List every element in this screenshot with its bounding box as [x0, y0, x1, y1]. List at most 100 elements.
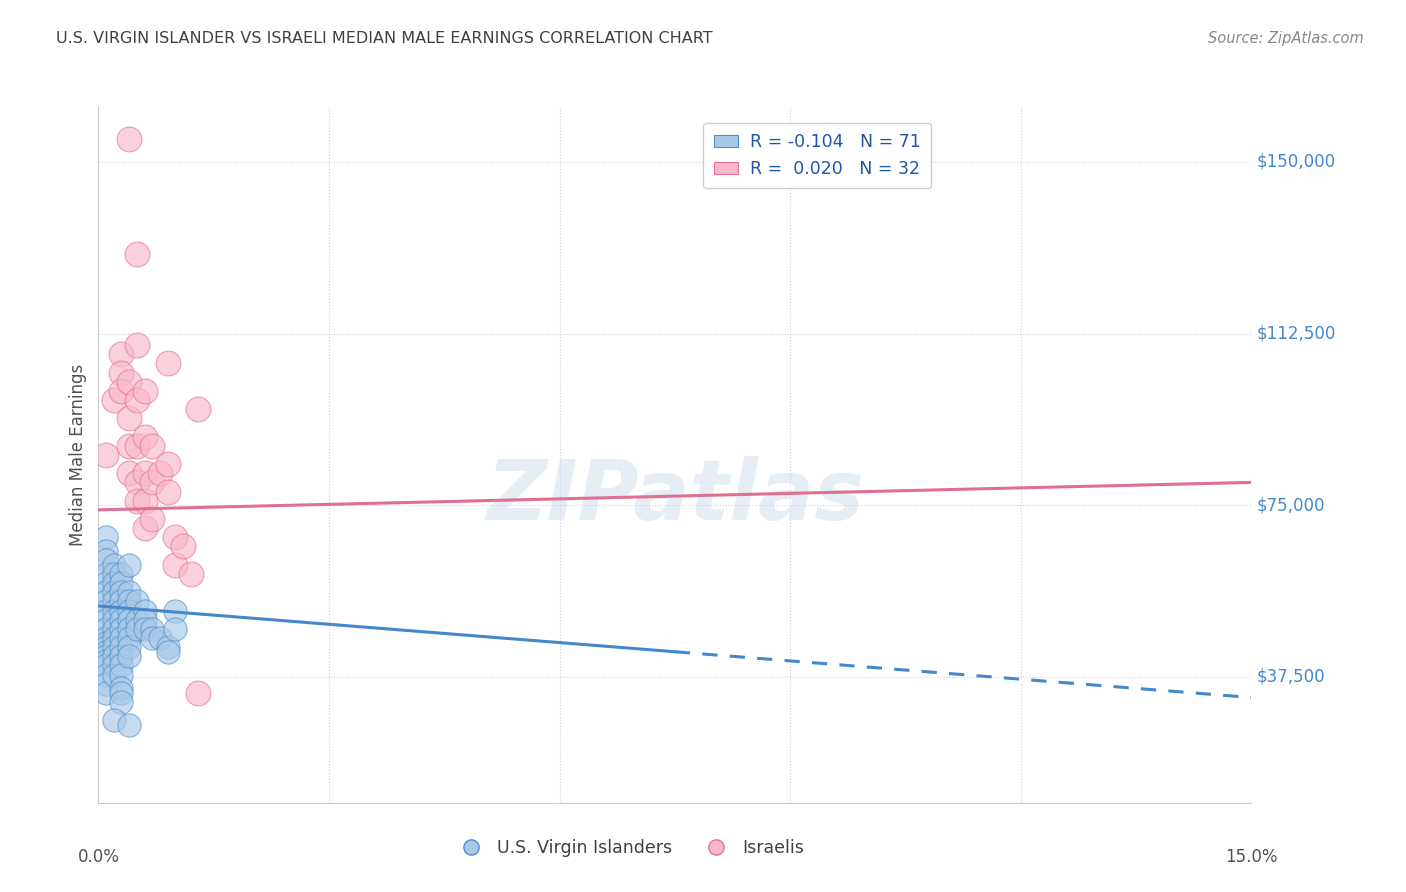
Point — [103, 594, 125, 608]
Point — [125, 439, 148, 453]
Point — [103, 714, 125, 728]
Point — [125, 613, 148, 627]
Point — [125, 622, 148, 636]
Point — [118, 640, 141, 655]
Point — [94, 603, 117, 617]
Point — [110, 384, 132, 398]
Point — [94, 640, 117, 655]
Point — [118, 718, 141, 732]
Point — [94, 448, 117, 462]
Point — [94, 585, 117, 599]
Point — [172, 540, 194, 554]
Point — [94, 677, 117, 691]
Point — [125, 475, 148, 490]
Point — [94, 658, 117, 673]
Point — [165, 558, 187, 572]
Text: ZIPatlas: ZIPatlas — [486, 456, 863, 537]
Point — [110, 566, 132, 581]
Point — [110, 613, 132, 627]
Point — [125, 493, 148, 508]
Point — [103, 566, 125, 581]
Point — [141, 439, 163, 453]
Point — [134, 493, 156, 508]
Point — [134, 384, 156, 398]
Point — [94, 622, 117, 636]
Point — [118, 467, 141, 481]
Point — [165, 530, 187, 544]
Point — [94, 594, 117, 608]
Y-axis label: Median Male Earnings: Median Male Earnings — [69, 364, 87, 546]
Point — [134, 467, 156, 481]
Point — [110, 576, 132, 591]
Point — [156, 484, 179, 499]
Point — [141, 631, 163, 645]
Point — [94, 649, 117, 664]
Point — [118, 594, 141, 608]
Point — [187, 686, 209, 700]
Point — [165, 603, 187, 617]
Point — [94, 613, 117, 627]
Point — [110, 585, 132, 599]
Point — [118, 613, 141, 627]
Point — [110, 667, 132, 681]
Point — [94, 631, 117, 645]
Point — [103, 392, 125, 407]
Point — [94, 553, 117, 567]
Point — [94, 576, 117, 591]
Point — [110, 649, 132, 664]
Point — [110, 603, 132, 617]
Point — [149, 467, 172, 481]
Point — [110, 347, 132, 361]
Point — [103, 585, 125, 599]
Point — [141, 475, 163, 490]
Text: Source: ZipAtlas.com: Source: ZipAtlas.com — [1208, 31, 1364, 46]
Point — [180, 566, 202, 581]
Point — [118, 558, 141, 572]
Point — [94, 566, 117, 581]
Point — [141, 622, 163, 636]
Point — [149, 631, 172, 645]
Point — [118, 603, 141, 617]
Point — [103, 649, 125, 664]
Point — [118, 585, 141, 599]
Point — [110, 366, 132, 380]
Point — [110, 681, 132, 696]
Point — [94, 635, 117, 649]
Point — [141, 512, 163, 526]
Point — [125, 594, 148, 608]
Point — [110, 631, 132, 645]
Point — [156, 356, 179, 370]
Text: $150,000: $150,000 — [1257, 153, 1336, 171]
Point — [94, 654, 117, 668]
Point — [103, 631, 125, 645]
Point — [110, 640, 132, 655]
Point — [134, 603, 156, 617]
Point — [94, 645, 117, 659]
Point — [156, 645, 179, 659]
Point — [118, 631, 141, 645]
Point — [103, 622, 125, 636]
Point — [94, 544, 117, 558]
Point — [134, 429, 156, 443]
Point — [110, 695, 132, 709]
Point — [118, 375, 141, 389]
Point — [103, 658, 125, 673]
Point — [110, 658, 132, 673]
Point — [125, 338, 148, 352]
Point — [118, 439, 141, 453]
Point — [110, 594, 132, 608]
Point — [94, 530, 117, 544]
Point — [94, 686, 117, 700]
Point — [118, 649, 141, 664]
Text: $37,500: $37,500 — [1257, 668, 1326, 686]
Point — [125, 246, 148, 260]
Point — [110, 686, 132, 700]
Point — [156, 457, 179, 471]
Point — [134, 521, 156, 535]
Point — [165, 622, 187, 636]
Point — [118, 411, 141, 425]
Point — [110, 622, 132, 636]
Point — [103, 667, 125, 681]
Point — [103, 603, 125, 617]
Point — [94, 667, 117, 681]
